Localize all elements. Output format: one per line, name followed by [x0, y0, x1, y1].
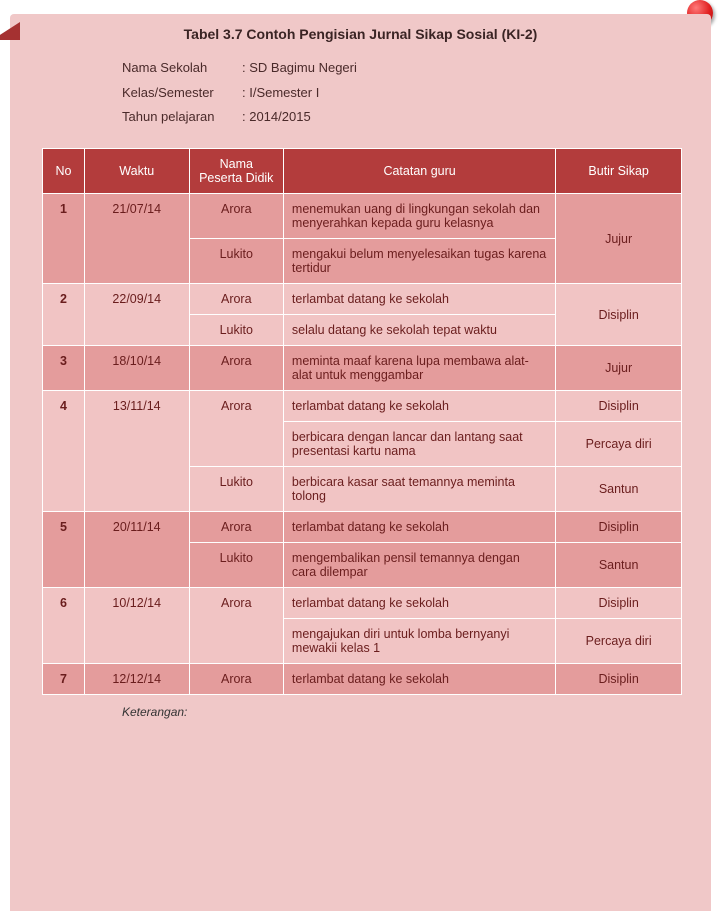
table-row: 5 20/11/14 Arora terlambat datang ke sek…	[43, 512, 682, 543]
meta-label: Tahun pelajaran	[122, 105, 242, 130]
cell-no: 6	[43, 588, 85, 664]
cell-nama: Lukito	[189, 239, 283, 284]
meta-row-kelas: Kelas/Semester : I/Semester I	[122, 81, 679, 106]
cell-catatan: menemukan uang di lingkungan sekolah dan…	[283, 194, 555, 239]
meta-row-tahun: Tahun pelajaran : 2014/2015	[122, 105, 679, 130]
cell-sikap: Jujur	[556, 194, 682, 284]
table-row: 1 21/07/14 Arora menemukan uang di lingk…	[43, 194, 682, 239]
col-sikap: Butir Sikap	[556, 149, 682, 194]
table-row: 6 10/12/14 Arora terlambat datang ke sek…	[43, 588, 682, 619]
jurnal-table: No Waktu Nama Peserta Didik Catatan guru…	[42, 148, 682, 695]
table-row: 3 18/10/14 Arora meminta maaf karena lup…	[43, 346, 682, 391]
cell-sikap: Santun	[556, 467, 682, 512]
cell-waktu: 18/10/14	[84, 346, 189, 391]
page: Tabel 3.7 Contoh Pengisian Jurnal Sikap …	[0, 0, 721, 911]
table-row: 7 12/12/14 Arora terlambat datang ke sek…	[43, 664, 682, 695]
cell-no: 2	[43, 284, 85, 346]
cell-sikap: Jujur	[556, 346, 682, 391]
cell-sikap: Santun	[556, 543, 682, 588]
cell-no: 3	[43, 346, 85, 391]
cell-nama: Arora	[189, 664, 283, 695]
cell-nama: Lukito	[189, 315, 283, 346]
cell-nama: Arora	[189, 391, 283, 467]
cell-catatan: meminta maaf karena lupa membawa alat-al…	[283, 346, 555, 391]
cell-nama: Arora	[189, 284, 283, 315]
cell-catatan: terlambat datang ke sekolah	[283, 588, 555, 619]
cell-nama: Lukito	[189, 467, 283, 512]
cell-catatan: mengembalikan pensil temannya dengan car…	[283, 543, 555, 588]
meta-block: Nama Sekolah : SD Bagimu Negeri Kelas/Se…	[122, 56, 679, 130]
table-row: 2 22/09/14 Arora terlambat datang ke sek…	[43, 284, 682, 315]
cell-waktu: 20/11/14	[84, 512, 189, 588]
cell-waktu: 12/12/14	[84, 664, 189, 695]
table-title: Tabel 3.7 Contoh Pengisian Jurnal Sikap …	[42, 26, 679, 42]
cell-catatan: mengajukan diri untuk lomba bernyanyi me…	[283, 619, 555, 664]
cell-nama: Arora	[189, 512, 283, 543]
cell-catatan: berbicara dengan lancar dan lantang saat…	[283, 422, 555, 467]
cell-sikap: Percaya diri	[556, 619, 682, 664]
content-area: Tabel 3.7 Contoh Pengisian Jurnal Sikap …	[12, 10, 709, 719]
table-row: 4 13/11/14 Arora terlambat datang ke sek…	[43, 391, 682, 422]
cell-no: 4	[43, 391, 85, 512]
col-nama: Nama Peserta Didik	[189, 149, 283, 194]
cell-sikap: Disiplin	[556, 391, 682, 422]
cell-waktu: 13/11/14	[84, 391, 189, 512]
cell-catatan: terlambat datang ke sekolah	[283, 391, 555, 422]
keterangan-label: Keterangan:	[122, 705, 679, 719]
cell-sikap: Disiplin	[556, 512, 682, 543]
meta-row-sekolah: Nama Sekolah : SD Bagimu Negeri	[122, 56, 679, 81]
cell-catatan: selalu datang ke sekolah tepat waktu	[283, 315, 555, 346]
meta-value: : I/Semester I	[242, 81, 319, 106]
cell-sikap: Disiplin	[556, 664, 682, 695]
cell-sikap: Disiplin	[556, 284, 682, 346]
cell-waktu: 22/09/14	[84, 284, 189, 346]
cell-nama: Lukito	[189, 543, 283, 588]
meta-value: : SD Bagimu Negeri	[242, 56, 357, 81]
cell-no: 1	[43, 194, 85, 284]
cell-sikap: Disiplin	[556, 588, 682, 619]
cell-catatan: mengakui belum menyelesaikan tugas karen…	[283, 239, 555, 284]
meta-label: Nama Sekolah	[122, 56, 242, 81]
cell-nama: Arora	[189, 346, 283, 391]
col-waktu: Waktu	[84, 149, 189, 194]
cell-catatan: terlambat datang ke sekolah	[283, 512, 555, 543]
cell-catatan: berbicara kasar saat temannya meminta to…	[283, 467, 555, 512]
cell-no: 5	[43, 512, 85, 588]
meta-value: : 2014/2015	[242, 105, 311, 130]
cell-nama: Arora	[189, 194, 283, 239]
col-no: No	[43, 149, 85, 194]
cell-waktu: 10/12/14	[84, 588, 189, 664]
cell-no: 7	[43, 664, 85, 695]
cell-waktu: 21/07/14	[84, 194, 189, 284]
table-header-row: No Waktu Nama Peserta Didik Catatan guru…	[43, 149, 682, 194]
cell-nama: Arora	[189, 588, 283, 664]
meta-label: Kelas/Semester	[122, 81, 242, 106]
cell-catatan: terlambat datang ke sekolah	[283, 664, 555, 695]
cell-catatan: terlambat datang ke sekolah	[283, 284, 555, 315]
col-catatan: Catatan guru	[283, 149, 555, 194]
cell-sikap: Percaya diri	[556, 422, 682, 467]
